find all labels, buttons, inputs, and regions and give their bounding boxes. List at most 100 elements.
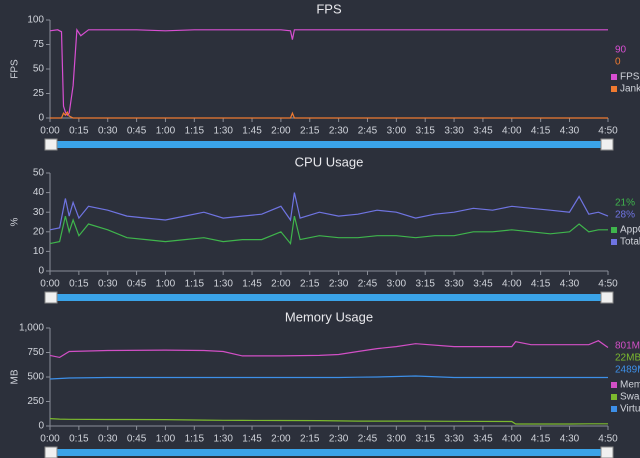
chart-title: FPS	[316, 1, 342, 16]
x-tick-label: 4:50	[598, 279, 618, 290]
series-line	[49, 27, 608, 117]
x-tick-label: 2:00	[271, 279, 291, 290]
x-tick-label: 3:45	[473, 434, 493, 445]
y-tick-label: 75	[33, 39, 45, 50]
x-tick-label: 4:15	[531, 279, 551, 290]
scroll-handle[interactable]	[44, 138, 58, 151]
chart-title: CPU Usage	[295, 154, 364, 169]
legend-label: Swap	[620, 392, 640, 403]
legend-label: Jank	[620, 84, 640, 95]
scrollbar[interactable]	[45, 294, 613, 301]
x-tick-label: 1:30	[213, 279, 233, 290]
x-tick-label: 3:15	[415, 434, 435, 445]
y-tick-label: 50	[33, 64, 45, 75]
y-tick-label: 20	[33, 226, 45, 237]
x-tick-label: 2:45	[358, 126, 378, 137]
y-tick-label: 50	[33, 168, 45, 179]
x-tick-label: 3:30	[444, 126, 464, 137]
legend-label: AppC	[620, 225, 640, 236]
x-tick-label: 1:15	[185, 434, 205, 445]
current-value: 22MB	[615, 353, 640, 364]
y-tick-label: 1,000	[19, 323, 44, 334]
legend-swatch	[611, 382, 617, 388]
scroll-handle[interactable]	[600, 138, 614, 151]
legend-swatch	[611, 394, 617, 400]
y-tick-label: 750	[27, 347, 44, 358]
x-tick-label: 1:00	[156, 434, 176, 445]
x-tick-label: 4:00	[502, 279, 522, 290]
y-tick-label: 250	[27, 396, 44, 407]
x-tick-label: 2:45	[358, 434, 378, 445]
legend-label: Virtu	[620, 404, 640, 415]
y-tick-label: 40	[33, 187, 45, 198]
legend-swatch	[611, 227, 617, 233]
x-tick-label: 3:15	[415, 126, 435, 137]
x-tick-label: 1:45	[242, 434, 262, 445]
y-tick-label: 30	[33, 207, 45, 218]
x-tick-label: 0:00	[40, 126, 60, 137]
x-tick-label: 4:30	[560, 279, 580, 290]
x-tick-label: 0:00	[40, 279, 60, 290]
x-tick-label: 1:00	[156, 279, 176, 290]
x-tick-label: 2:15	[300, 126, 320, 137]
current-value: 21%	[615, 198, 635, 209]
x-tick-label: 1:15	[185, 126, 205, 137]
y-axis-label: FPS	[10, 59, 21, 79]
scroll-handle[interactable]	[600, 446, 614, 458]
scrollbar[interactable]	[45, 449, 613, 456]
y-tick-label: 25	[33, 88, 45, 99]
x-tick-label: 3:00	[387, 434, 407, 445]
x-tick-label: 2:15	[300, 279, 320, 290]
legend-swatch	[611, 406, 617, 412]
legend-label: FPS	[620, 72, 640, 83]
x-tick-label: 0:15	[69, 126, 89, 137]
series-line	[49, 418, 608, 425]
x-tick-label: 2:30	[329, 279, 349, 290]
scroll-handle[interactable]	[600, 291, 614, 304]
x-tick-label: 1:30	[213, 126, 233, 137]
current-value: 28%	[615, 210, 635, 221]
y-tick-label: 500	[27, 372, 44, 383]
x-tick-label: 0:30	[98, 279, 118, 290]
legend-label: Total	[620, 237, 640, 248]
x-tick-label: 3:00	[387, 126, 407, 137]
y-tick-label: 100	[27, 15, 44, 26]
x-tick-label: 4:00	[502, 434, 522, 445]
x-tick-label: 1:30	[213, 434, 233, 445]
legend-swatch	[611, 239, 617, 245]
x-tick-label: 0:45	[127, 279, 147, 290]
x-tick-label: 4:30	[560, 126, 580, 137]
current-value: 2489M	[615, 365, 640, 376]
series-line	[49, 215, 608, 246]
x-tick-label: 3:00	[387, 279, 407, 290]
x-tick-label: 4:15	[531, 126, 551, 137]
y-axis-label: MB	[10, 369, 21, 384]
y-tick-label: 0	[38, 266, 44, 277]
legend-swatch	[611, 74, 617, 80]
x-tick-label: 0:45	[127, 126, 147, 137]
scrollbar[interactable]	[45, 141, 613, 148]
x-tick-label: 4:30	[560, 434, 580, 445]
scroll-handle[interactable]	[44, 446, 58, 458]
x-tick-label: 3:15	[415, 279, 435, 290]
x-tick-label: 2:00	[271, 126, 291, 137]
y-tick-label: 0	[38, 421, 44, 432]
x-tick-label: 4:50	[598, 126, 618, 137]
y-axis-label: %	[10, 217, 21, 226]
y-tick-label: 10	[33, 246, 45, 257]
series-line	[49, 192, 609, 231]
x-tick-label: 2:45	[358, 279, 378, 290]
x-tick-label: 3:30	[444, 279, 464, 290]
chart-title: Memory Usage	[285, 309, 373, 324]
x-tick-label: 0:15	[69, 279, 89, 290]
x-tick-label: 4:00	[502, 126, 522, 137]
scroll-handle[interactable]	[44, 291, 58, 304]
x-tick-label: 4:50	[598, 434, 618, 445]
x-tick-label: 0:00	[40, 434, 60, 445]
x-tick-label: 1:00	[156, 126, 176, 137]
x-tick-label: 3:30	[444, 434, 464, 445]
series-line	[49, 375, 608, 380]
x-tick-label: 4:15	[531, 434, 551, 445]
x-tick-label: 0:30	[98, 434, 118, 445]
